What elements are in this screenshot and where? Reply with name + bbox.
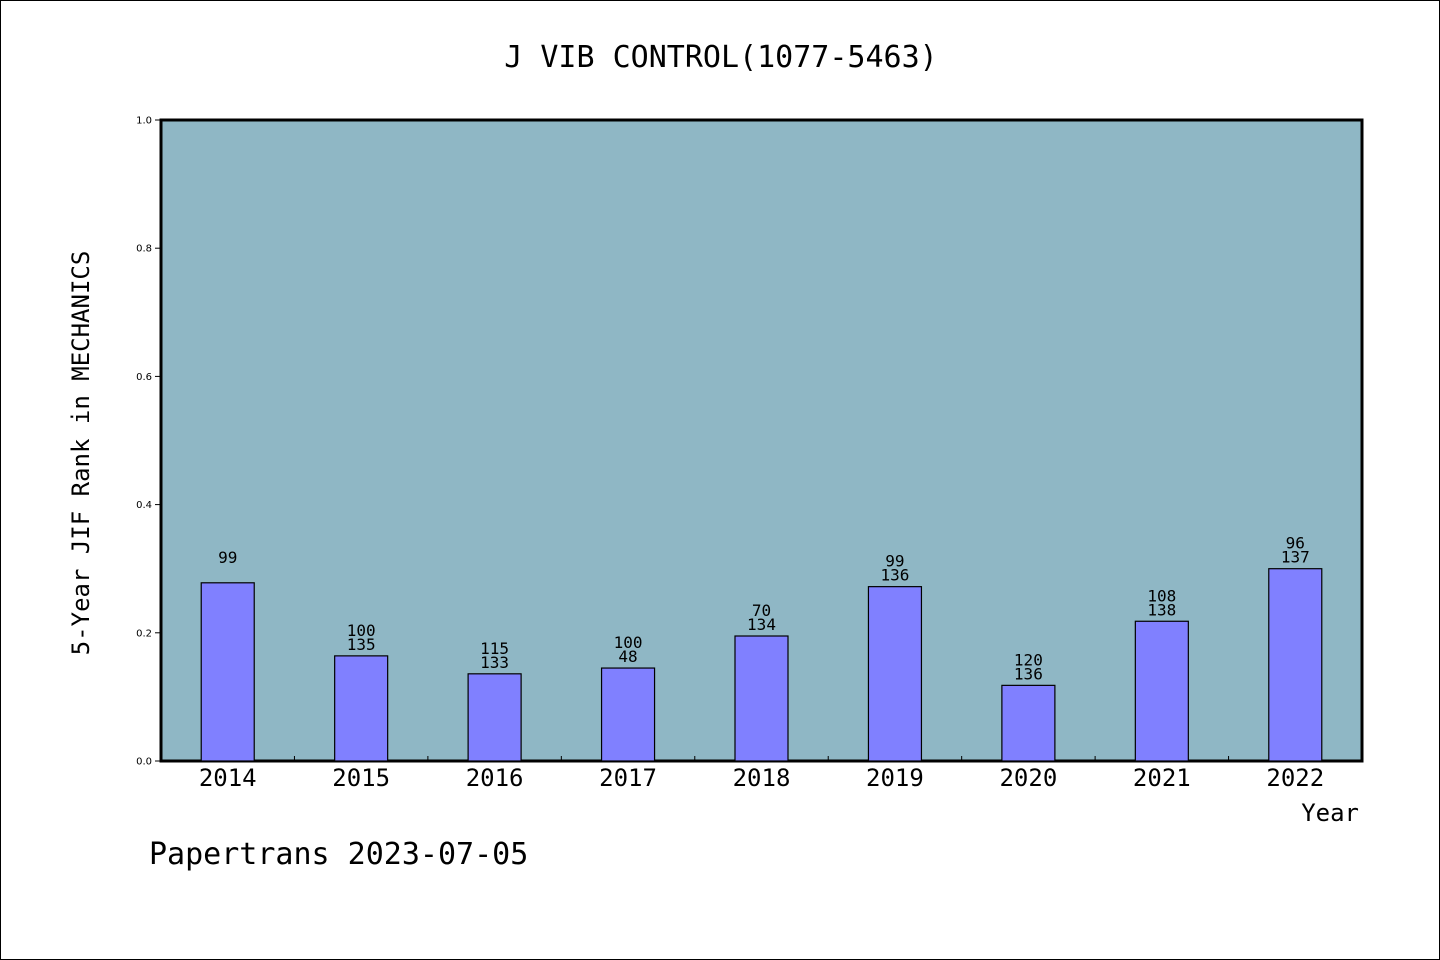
x-tick-label: 2016 — [466, 764, 524, 792]
chart-title: J VIB CONTROL(1077-5463) — [504, 40, 937, 75]
bar-data-label: 100 — [347, 621, 376, 640]
x-tick-label: 2022 — [1266, 764, 1324, 792]
bar-data-label: 96 — [1286, 534, 1305, 553]
x-tick-label: 2020 — [999, 764, 1057, 792]
y-axis-label: 5-Year JIF Rank in MECHANICS — [67, 251, 95, 656]
bar — [467, 673, 522, 762]
footer-stamp: Papertrans 2023-07-05 — [149, 837, 528, 872]
bar — [867, 586, 923, 762]
bar-data-label: 48 — [618, 647, 637, 666]
bar — [1268, 568, 1323, 762]
bar-data-label: 108 — [1147, 586, 1176, 605]
x-tick-label: 2014 — [199, 764, 257, 792]
bar — [734, 635, 789, 762]
y-tick-label: 0.4 — [136, 500, 152, 511]
x-tick-label: 2019 — [866, 764, 924, 792]
bar-data-label: 115 — [480, 639, 509, 658]
bar-data-label: 134 — [747, 615, 776, 634]
x-axis-label: Year — [1301, 799, 1359, 827]
bar-data-label: 120 — [1014, 650, 1043, 669]
bar — [200, 582, 255, 762]
bar-data-label: 99 — [218, 548, 237, 567]
bar-data-label: 70 — [752, 601, 771, 620]
bar-data-label: 135 — [347, 635, 376, 654]
bar-data-label: 136 — [1014, 664, 1043, 683]
bar-data-label: 136 — [880, 566, 909, 585]
bar — [600, 667, 656, 762]
y-tick-label: 0.2 — [136, 628, 152, 639]
bar — [1001, 684, 1056, 762]
bar-data-label: 138 — [1147, 600, 1176, 619]
x-tick-label: 2015 — [332, 764, 390, 792]
bar-data-label: 133 — [480, 653, 509, 672]
y-tick-label: 1.0 — [136, 116, 152, 127]
bar-data-label: 137 — [1281, 548, 1310, 567]
y-tick-label: 0.0 — [136, 757, 152, 768]
bar — [334, 655, 389, 762]
x-tick-label: 2017 — [599, 764, 657, 792]
y-tick-label: 0.6 — [136, 372, 152, 383]
bar-data-label: 99 — [885, 552, 904, 571]
bar — [1134, 620, 1189, 762]
x-tick-label: 2018 — [733, 764, 791, 792]
y-tick-label: 0.8 — [136, 244, 152, 255]
x-tick-label: 2021 — [1133, 764, 1191, 792]
bar-data-label: 100 — [614, 633, 643, 652]
